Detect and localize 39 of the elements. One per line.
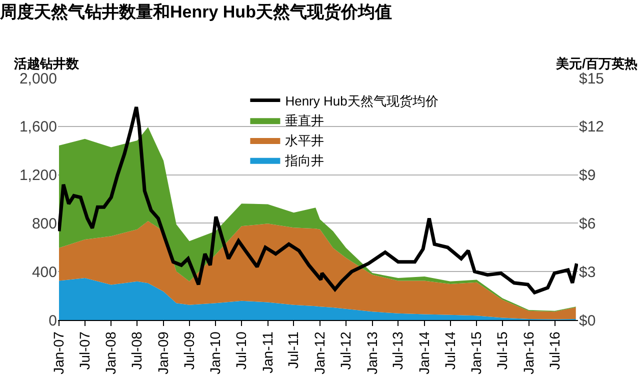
legend-label: 垂直井: [285, 113, 324, 128]
y2-tick-label: $9: [579, 167, 596, 184]
y-tick-label: 800: [32, 215, 57, 232]
y-tick-label: 1,200: [19, 167, 57, 184]
y2-tick-label: $15: [579, 70, 604, 88]
x-tick-label: Jan-13: [364, 331, 380, 374]
x-tick-label: Jan-16: [520, 331, 536, 374]
x-tick-label: Jul-14: [442, 331, 458, 370]
legend-label: 指向井: [284, 152, 324, 168]
y-axis-title: 活越钻井数: [13, 56, 80, 71]
x-tick-label: Jan-11: [259, 331, 276, 374]
x-tick-label: Jan-07: [50, 331, 67, 374]
legend-label: 水平井: [285, 133, 324, 148]
x-tick-label: Jan-15: [468, 331, 484, 374]
chart-title: 周度天然气钻井数量和Henry Hub天然气现货价均值: [0, 2, 392, 22]
x-tick-label: Jan-10: [207, 331, 224, 374]
x-tick-label: Jul-12: [338, 331, 354, 370]
x-tick-label: Jul-09: [180, 331, 197, 370]
x-tick-label: Jul-10: [233, 331, 250, 370]
x-tick-label: Jul-08: [128, 331, 145, 370]
y2-tick-label: $12: [579, 118, 604, 136]
y2-tick-label: $6: [579, 215, 596, 232]
x-tick-label: Jul-15: [494, 331, 510, 370]
x-tick-label: Jan-09: [155, 331, 172, 374]
x-tick-label: Jan-12: [312, 331, 328, 374]
y-tick-label: 2,000: [19, 70, 57, 88]
y-tick-label: 0: [48, 312, 57, 330]
y2-tick-label: $0: [579, 312, 596, 330]
y2-axis-title: 美元/百万英热: [555, 56, 638, 71]
x-tick-label: Jul-16: [546, 331, 562, 370]
y2-tick-label: $3: [579, 264, 596, 281]
y-tick-label: 1,600: [19, 118, 57, 136]
x-tick-label: Jan-08: [102, 331, 119, 374]
legend-label: Henry Hub天然气现货均价: [285, 93, 438, 108]
x-tick-label: Jul-07: [76, 331, 92, 370]
x-tick-label: Jan-14: [416, 331, 432, 374]
y-tick-label: 400: [32, 264, 57, 281]
x-tick-label: Jul-13: [390, 331, 406, 370]
x-tick-label: Jul-11: [285, 331, 302, 369]
